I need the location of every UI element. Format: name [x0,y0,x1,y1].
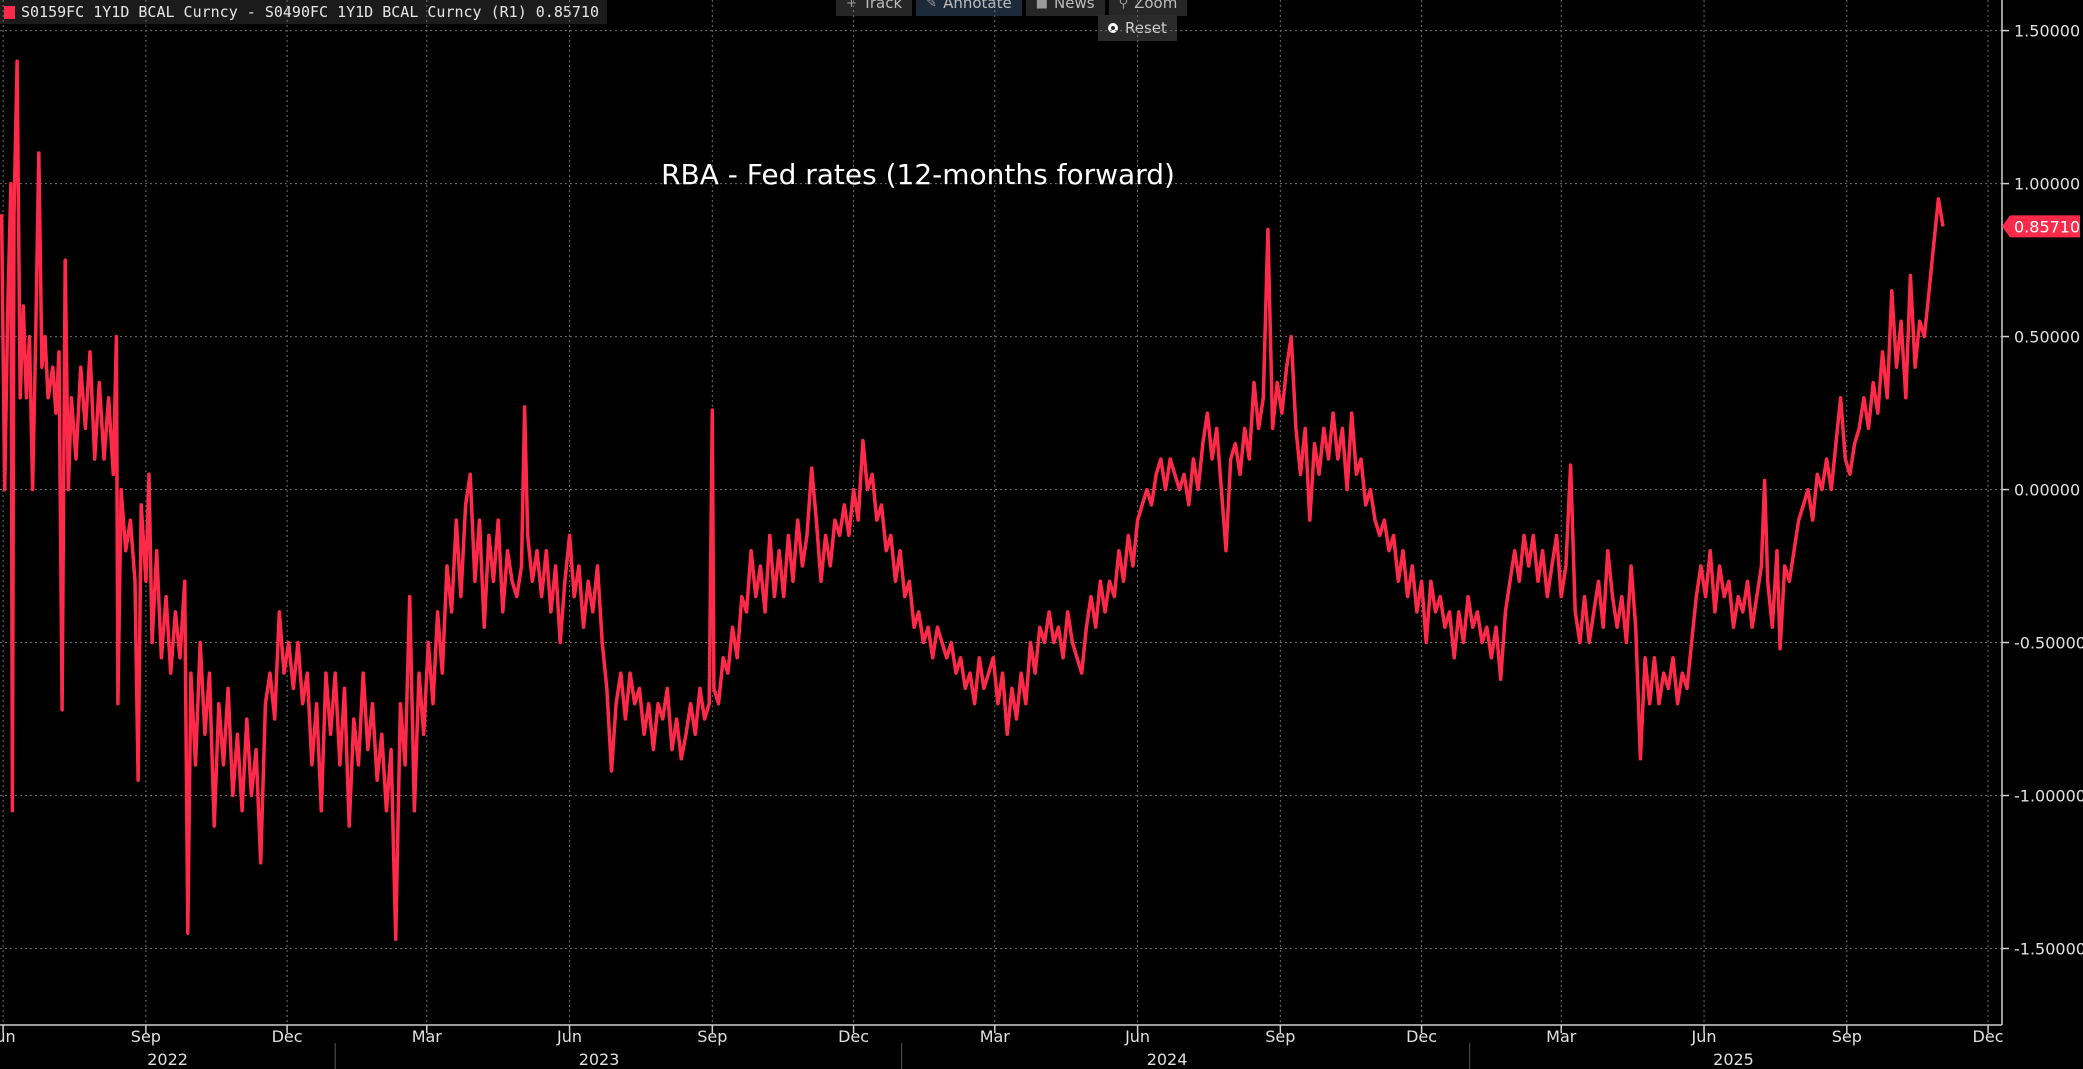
magnifier-icon: ⚲ [1118,0,1129,11]
x-tick-label: Dec [1406,1027,1437,1046]
last-value-marker: 0.85710 [2002,215,2080,238]
annotate-label: Annotate [943,0,1012,12]
chart-title: RBA - Fed rates (12-months forward) [661,158,1175,191]
news-icon: ■ [1035,0,1049,11]
year-label: 2024 [1147,1050,1188,1069]
year-label: 2025 [1713,1050,1754,1069]
grid-lines [0,0,2002,1025]
x-tick-label: Jun [0,1027,16,1046]
last-value-tag-bg [2002,215,2080,238]
zoom-label: Zoom [1134,0,1178,12]
x-tick-label: Sep [131,1027,161,1046]
pencil-icon: ✎ [926,0,938,11]
x-tick-label: Dec [1973,1027,2004,1046]
x-tick-label: Dec [838,1027,869,1046]
news-label: News [1054,0,1095,12]
x-tick-label: Sep [1832,1027,1862,1046]
crosshair-icon: + [846,0,857,11]
x-tick-label: Mar [412,1027,443,1046]
x-tick-label: Jun [1124,1027,1150,1046]
last-value-tag: 0.85710 [2002,215,2080,238]
year-label: 2022 [147,1050,188,1069]
year-label: 2023 [579,1050,620,1069]
x-tick-label: Mar [980,1027,1011,1046]
x-tick-label: Mar [1546,1027,1577,1046]
series-layer [0,59,1945,942]
x-tick-label: Jun [556,1027,582,1046]
reset-label: Reset [1125,19,1167,37]
x-tick-label: Jun [1691,1027,1717,1046]
legend-swatch [4,5,15,19]
reset-icon [1108,23,1118,33]
y-tick-label: 0.00000 [2014,481,2080,500]
y-tick-label: 1.00000 [2014,175,2080,194]
zoom-button[interactable]: ⚲ Zoom [1108,0,1188,16]
legend-label: S0159FC 1Y1D BCAL Curncy - S0490FC 1Y1D … [21,3,599,21]
last-value-label: 0.85710 [2014,217,2080,236]
annotate-button[interactable]: ✎ Annotate [916,0,1022,16]
chart-toolbar: + Track ✎ Annotate ■ News ⚲ Zoom [836,0,1188,16]
y-tick-label: -0.50000 [2014,634,2083,653]
news-button[interactable]: ■ News [1025,0,1105,16]
chart-legend: S0159FC 1Y1D BCAL Curncy - S0490FC 1Y1D … [0,0,607,24]
x-tick-label: Sep [697,1027,727,1046]
series-line [0,59,1945,942]
y-tick-label: -1.50000 [2014,940,2083,959]
x-tick-label: Dec [272,1027,303,1046]
y-tick-label: -1.00000 [2014,787,2083,806]
y-tick-label: 0.50000 [2014,328,2080,347]
x-tick-label: Sep [1265,1027,1295,1046]
y-tick-label: 1.50000 [2014,22,2080,41]
track-label: Track [862,0,903,12]
track-button[interactable]: + Track [836,0,913,16]
